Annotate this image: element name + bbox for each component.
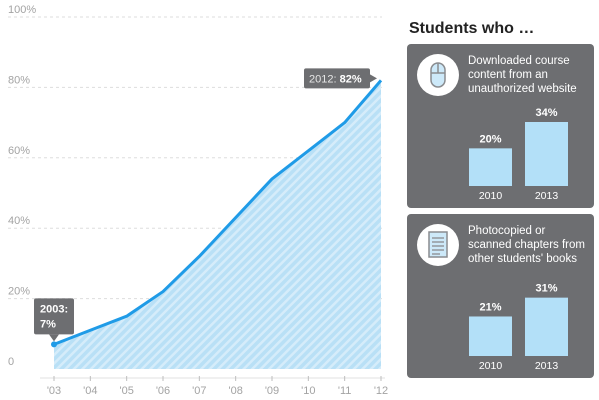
series-line xyxy=(53,79,383,346)
x-tick-label: '10 xyxy=(301,385,315,397)
y-tick-label: 0 xyxy=(8,356,14,368)
panel-downloaded: 20% 2010 34% 2013 Downloaded course content… xyxy=(407,44,594,208)
mouse-icon xyxy=(417,54,459,96)
document-icon xyxy=(417,224,459,266)
panel-photocopied-label: Photocopied or scanned chapters from oth… xyxy=(468,225,585,265)
y-tick-label: 100% xyxy=(8,4,36,16)
callout-2012-value: 82% xyxy=(340,73,362,85)
bar-value-label: 20% xyxy=(479,133,501,145)
x-tick-label: '03 xyxy=(47,385,61,397)
bar-category-label: 2010 xyxy=(479,360,503,372)
panel-photocopied: 21% 2010 31% 2013 Photocopied or scanned ch… xyxy=(407,214,594,378)
x-tick-label: '07 xyxy=(192,385,206,397)
bar-2010 xyxy=(469,316,512,356)
bar-chart-downloaded: 20% 2010 34% 2013 xyxy=(469,107,568,202)
bar-category-label: 2010 xyxy=(479,190,503,202)
start-point xyxy=(51,341,57,348)
bar-value-label: 21% xyxy=(479,301,501,313)
callout-2003-year: 2003: xyxy=(40,303,68,315)
x-tick-label: '12 xyxy=(374,385,388,397)
bar-value-label: 34% xyxy=(535,107,557,119)
bar-2013 xyxy=(525,122,568,186)
callout-2012: 2012: 82% xyxy=(304,68,377,89)
sidebar-title: Students who … xyxy=(409,20,535,37)
main-area-chart: 0 20% 40% 60% 80% 100% '03 '04 '05 '06 '07 '08 '09 '… xyxy=(8,4,388,397)
panel-downloaded-label: Downloaded course content from an unauth… xyxy=(468,55,577,95)
y-tick-label: 40% xyxy=(8,215,30,227)
area-fill xyxy=(54,80,381,370)
bar-category-label: 2013 xyxy=(535,190,559,202)
bar-2010 xyxy=(469,148,512,186)
bar-category-label: 2013 xyxy=(535,360,559,372)
callout-2003-value: 7% xyxy=(40,318,56,330)
y-tick-label: 20% xyxy=(8,286,30,298)
bar-value-label: 31% xyxy=(535,283,557,295)
bar-chart-photocopied: 21% 2010 31% 2013 xyxy=(469,283,568,372)
x-tick-label: '08 xyxy=(228,385,242,397)
x-tick-label: '09 xyxy=(265,385,279,397)
x-tick-label: '05 xyxy=(119,385,133,397)
y-tick-label: 60% xyxy=(8,145,30,157)
bar-2013 xyxy=(525,297,568,356)
x-tick-label: '11 xyxy=(338,385,352,397)
x-tick-label: '06 xyxy=(156,385,170,397)
x-tick-label: '04 xyxy=(83,385,97,397)
callout-2012-label: 2012: 82% xyxy=(309,73,362,85)
callout-2012-year: 2012: xyxy=(309,73,340,85)
y-tick-label: 80% xyxy=(8,74,30,86)
callout-2003: 2003: 7% xyxy=(34,298,74,342)
